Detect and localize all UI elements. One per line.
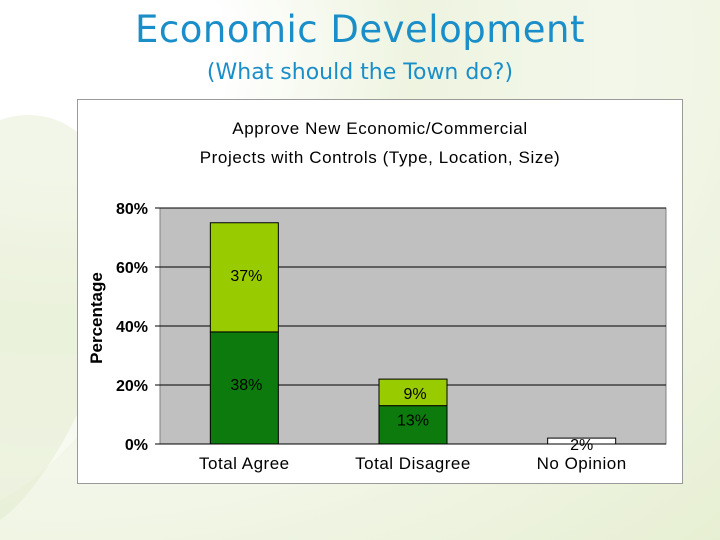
chart-title-line-2: Projects with Controls (Type, Location, … xyxy=(200,148,561,167)
data-label: 13% xyxy=(397,413,429,430)
y-ticks: 0% 20% 40% 60% 80% xyxy=(116,201,160,454)
y-tick-label: 80% xyxy=(116,201,148,218)
category-label: No Opinion xyxy=(537,454,627,473)
chart-frame: Approve New Economic/Commercial Projects… xyxy=(77,99,683,484)
data-label: 9% xyxy=(403,386,426,403)
bar-segment xyxy=(378,378,448,407)
y-tick-label: 20% xyxy=(116,378,148,395)
slide-title: Economic Development xyxy=(135,8,585,51)
y-tick-label: 40% xyxy=(116,319,148,336)
bar-segment xyxy=(378,405,448,445)
chart-title-line-1: Approve New Economic/Commercial xyxy=(232,119,527,138)
category-labels: Total Agree Total Disagree No Opinion xyxy=(199,454,627,473)
bars: 38% 37% 13% 9% 2% xyxy=(209,222,617,454)
chart-svg: Approve New Economic/Commercial Projects… xyxy=(87,119,667,473)
bar-segment xyxy=(209,331,279,445)
category-label: Total Disagree xyxy=(355,454,471,473)
bar-segment xyxy=(209,222,279,333)
category-label: Total Agree xyxy=(199,454,290,473)
y-tick-label: 60% xyxy=(116,260,148,277)
bar-segment xyxy=(547,437,617,445)
data-label: 38% xyxy=(230,377,262,394)
data-label: 2% xyxy=(570,437,593,454)
y-axis-label: Percentage xyxy=(87,272,106,364)
y-tick-label: 0% xyxy=(125,437,148,454)
slide-subtitle: (What should the Town do?) xyxy=(206,60,514,85)
data-label: 37% xyxy=(230,268,262,285)
